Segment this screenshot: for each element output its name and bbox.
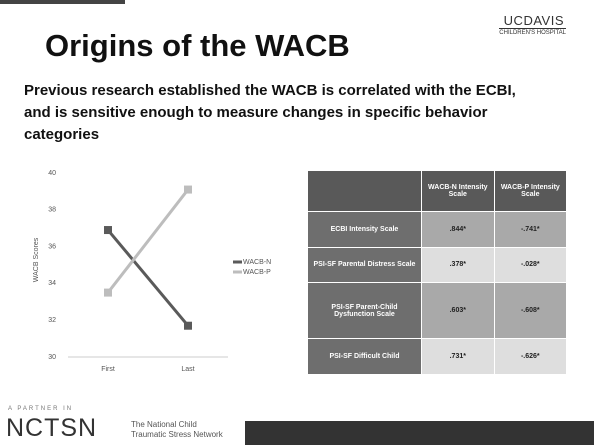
cell: -.626*: [493, 338, 568, 375]
cell: -.741*: [493, 211, 568, 248]
org-name: Traumatic Stress Network: [131, 430, 223, 439]
logo: UCDAVIS: [503, 13, 564, 28]
title: Origins of the WACB: [45, 28, 350, 63]
table-row: PSI-SF Parent-Child Dysfunction Scale .60…: [307, 282, 568, 340]
row-label: PSI-SF Difficult Child: [307, 338, 422, 375]
y-tick-label: 40: [48, 170, 56, 177]
logo-sub: CHILDREN'S HOSPITAL: [499, 28, 566, 36]
y-tick-label: 30: [48, 354, 56, 361]
y-tick-label: 34: [48, 280, 56, 287]
marker: [104, 288, 112, 297]
marker: [104, 226, 112, 235]
cell: .844*: [420, 211, 495, 248]
marker: [184, 185, 192, 194]
y-axis-label: WACB Scores: [33, 237, 40, 282]
top-rule: [0, 0, 125, 4]
row-label: PSI-SF Parental Distress Scale: [307, 246, 422, 284]
legend-label: WACB-N: [243, 259, 271, 266]
cell: -.028*: [493, 246, 568, 284]
series-line: [106, 188, 190, 294]
marker: [184, 321, 192, 330]
y-tick-label: 36: [48, 243, 56, 250]
table-row: ECBI Intensity Scale .844* -.741*: [307, 211, 568, 248]
x-tick-label: First: [101, 366, 115, 373]
row-label: PSI-SF Parent-Child Dysfunction Scale: [307, 282, 422, 340]
table: WACB-N Intensity Scale WACB-P Intensity S…: [307, 170, 568, 375]
org-logo: NCTSN: [6, 414, 98, 442]
column-header: WACB-N Intensity Scale: [420, 170, 495, 212]
x-tick-label: Last: [181, 366, 194, 373]
y-tick-label: 32: [48, 317, 56, 324]
footer-bar: [245, 421, 594, 445]
corner: [307, 170, 422, 212]
table-row: PSI-SF Difficult Child .731* -.626*: [307, 338, 568, 375]
legend-label: WACB-P: [243, 269, 271, 276]
cell: .731*: [420, 338, 495, 375]
cell: -.608*: [493, 282, 568, 340]
cell: .603*: [420, 282, 495, 340]
cell: .378*: [420, 246, 495, 284]
row-label: ECBI Intensity Scale: [307, 211, 422, 248]
chart: WACB Scores 30 32 34 36 38 40 First Last WACB-N W…: [33, 170, 271, 373]
partner-label: A PARTNER IN: [8, 406, 74, 412]
table-row: PSI-SF Parental Distress Scale .378* -.028…: [307, 246, 568, 284]
y-tick-label: 38: [48, 207, 56, 214]
series-line: [106, 229, 190, 327]
org-name: The National Child: [131, 420, 197, 429]
column-header: WACB-P Intensity Scale: [493, 170, 568, 212]
subtitle: Previous research established the WACB i…: [24, 82, 516, 143]
